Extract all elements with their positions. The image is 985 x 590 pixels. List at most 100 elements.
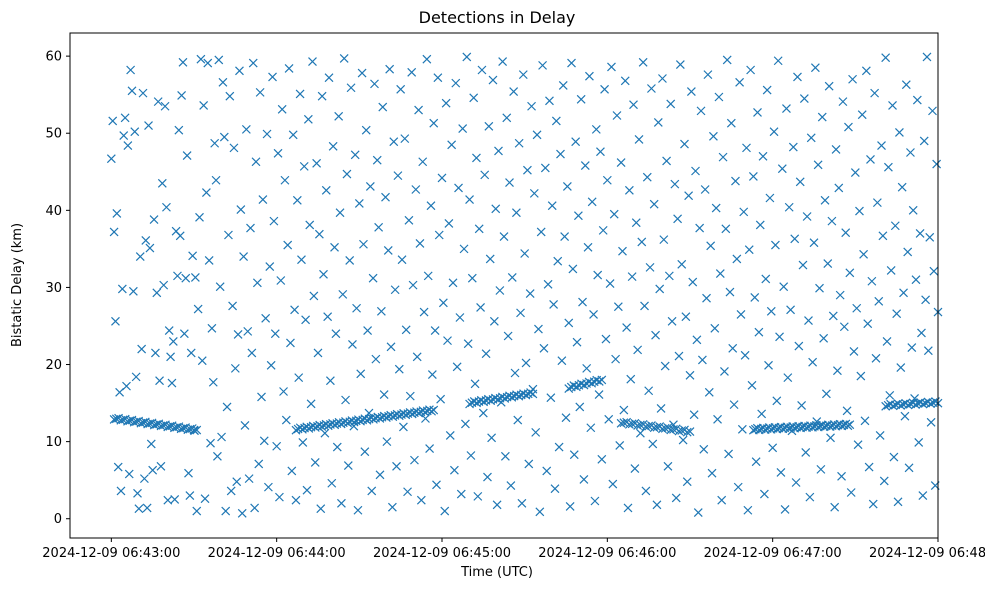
data-point: [627, 272, 637, 282]
data-point: [850, 168, 860, 177]
data-point: [153, 97, 163, 107]
data-point: [480, 170, 490, 180]
data-point: [616, 158, 626, 167]
data-point: [770, 240, 780, 250]
data-point: [327, 478, 337, 488]
data-point: [524, 459, 534, 469]
data-point: [841, 228, 851, 238]
data-point: [824, 81, 834, 91]
data-point: [624, 185, 634, 195]
data-point: [281, 415, 291, 425]
data-point: [622, 323, 632, 332]
data-point: [601, 334, 611, 344]
data-point: [263, 482, 273, 492]
data-point: [917, 328, 926, 338]
data-point: [476, 303, 486, 312]
track-point: [881, 401, 891, 411]
data-point: [707, 468, 717, 478]
data-point: [443, 336, 452, 346]
data-point: [412, 352, 422, 362]
data-point: [400, 134, 410, 144]
data-point: [564, 318, 574, 328]
track-point: [674, 426, 684, 436]
data-point: [141, 235, 151, 245]
data-point: [178, 57, 188, 67]
data-point: [703, 70, 713, 80]
data-point: [491, 204, 501, 214]
data-point: [576, 94, 586, 104]
data-point: [199, 101, 209, 110]
data-point: [651, 330, 660, 340]
data-point: [925, 232, 935, 242]
track-point: [843, 421, 853, 431]
data-point: [484, 121, 494, 131]
data-point: [510, 368, 520, 378]
data-point: [782, 104, 791, 113]
data-point: [754, 327, 764, 337]
data-point: [221, 506, 231, 516]
data-point: [371, 354, 381, 364]
data-point: [605, 279, 615, 288]
data-point: [124, 469, 134, 479]
data-point: [156, 461, 166, 471]
data-point: [492, 500, 502, 510]
data-point: [810, 63, 820, 73]
data-point: [128, 286, 138, 296]
data-point: [196, 54, 206, 64]
data-point: [689, 410, 699, 420]
data-point: [813, 160, 823, 170]
data-point: [926, 417, 936, 427]
data-point: [656, 404, 666, 413]
data-point: [744, 245, 754, 255]
data-point: [425, 444, 435, 453]
data-point: [224, 230, 233, 240]
data-point: [458, 124, 468, 134]
data-point: [162, 202, 171, 212]
data-point: [695, 223, 705, 233]
data-point: [507, 272, 517, 282]
data-point: [908, 205, 918, 215]
data-point: [688, 277, 698, 287]
data-point: [923, 346, 933, 356]
data-point: [217, 432, 226, 442]
track-point: [192, 425, 202, 435]
data-point: [868, 499, 878, 509]
data-point: [720, 367, 729, 376]
data-point: [149, 215, 159, 225]
track-point: [528, 389, 538, 399]
data-point: [784, 202, 794, 212]
data-point: [500, 451, 510, 461]
data-point: [426, 201, 436, 211]
data-point: [212, 451, 222, 461]
data-point: [376, 306, 386, 316]
data-point: [463, 339, 473, 349]
data-point: [620, 76, 630, 86]
data-point: [350, 150, 360, 160]
data-point: [553, 256, 563, 266]
track-point: [896, 401, 906, 410]
track-point: [514, 391, 524, 401]
data-point: [715, 269, 725, 278]
data-point: [445, 431, 455, 440]
data-point: [160, 101, 170, 111]
data-point: [609, 209, 619, 219]
data-point: [532, 130, 542, 140]
data-point: [323, 312, 333, 322]
data-point: [663, 461, 673, 471]
track-point: [666, 425, 676, 435]
data-point: [164, 326, 174, 336]
data-point: [465, 195, 474, 204]
data-point: [877, 141, 886, 150]
data-point: [348, 340, 357, 349]
data-point: [495, 286, 505, 295]
data-point: [766, 306, 776, 316]
data-point: [240, 421, 250, 430]
data-point: [498, 57, 508, 66]
data-point: [904, 463, 914, 473]
data-point: [583, 242, 593, 252]
data-point: [761, 274, 771, 284]
y-axis-label: Bistatic Delay (km): [10, 223, 25, 347]
data-point: [280, 175, 290, 185]
data-point: [427, 370, 437, 379]
data-point: [597, 454, 607, 464]
